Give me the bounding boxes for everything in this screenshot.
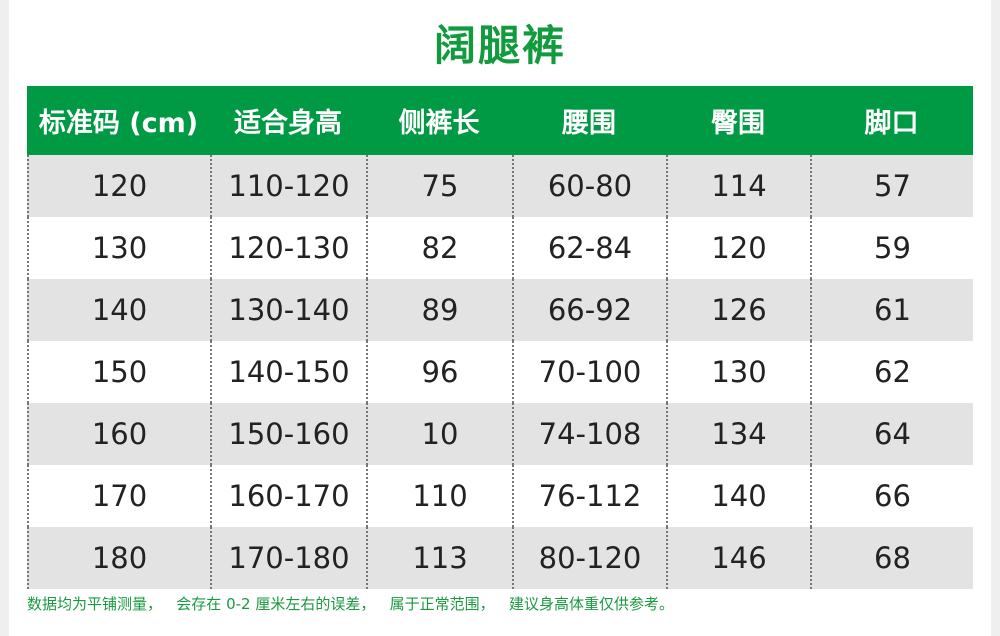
table-cell: 76-112	[512, 465, 666, 527]
table-cell: 140	[27, 279, 210, 341]
table-cell: 110-120	[210, 155, 366, 217]
table-cell: 75	[366, 155, 512, 217]
table-cell: 114	[666, 155, 810, 217]
table-cell: 10	[366, 403, 512, 465]
table-cell: 160	[27, 403, 210, 465]
column-header: 臀围	[711, 108, 765, 139]
table-cell: 130-140	[210, 279, 366, 341]
table-cell: 170-180	[210, 527, 366, 589]
table-row: 180 170-180 113 80-120 146 68	[27, 527, 973, 589]
table-cell: 96	[366, 341, 512, 403]
table-cell: 140	[666, 465, 810, 527]
table-cell: 89	[366, 279, 512, 341]
table-cell: 74-108	[512, 403, 666, 465]
table-cell: 66	[810, 465, 973, 527]
footnote: 数据均为平铺测量， 会存在 0-2 厘米左右的误差， 属于正常范围， 建议身高体…	[27, 595, 674, 613]
table-cell: 120	[666, 217, 810, 279]
table-row: 150 140-150 96 70-100 130 62	[27, 341, 973, 403]
table-cell: 82	[366, 217, 512, 279]
table-cell: 62-84	[512, 217, 666, 279]
table-cell: 59	[810, 217, 973, 279]
table-cell: 113	[366, 527, 512, 589]
table-body: 120 110-120 75 60-80 114 57 130 120-130 82 62-84 1…	[27, 155, 973, 589]
table-row: 130 120-130 82 62-84 120 59	[27, 217, 973, 279]
table-row: 120 110-120 75 60-80 114 57	[27, 155, 973, 217]
table-cell: 180	[27, 527, 210, 589]
table-cell: 110	[366, 465, 512, 527]
table-row: 160 150-160 10 74-108 134 64	[27, 403, 973, 465]
table-cell: 62	[810, 341, 973, 403]
table-cell: 57	[810, 155, 973, 217]
column-header: 脚口	[864, 108, 919, 139]
table-cell: 64	[810, 403, 973, 465]
table-cell: 120	[27, 155, 210, 217]
table-cell: 120-130	[210, 217, 366, 279]
column-header: 侧裤长	[398, 108, 480, 139]
page-title: 阔腿裤	[433, 21, 566, 70]
table-cell: 170	[27, 465, 210, 527]
table-cell: 130	[27, 217, 210, 279]
table-cell: 130	[666, 341, 810, 403]
table-cell: 80-120	[512, 527, 666, 589]
table-cell: 68	[810, 527, 973, 589]
column-header: 腰围	[562, 108, 616, 139]
size-table: 标准码 (cm) 适合身高 侧裤长 腰围 臀围 脚口 120 110-120 75 60-80 1…	[27, 86, 973, 589]
table-cell: 126	[666, 279, 810, 341]
table-cell: 146	[666, 527, 810, 589]
table-header: 标准码 (cm) 适合身高 侧裤长 腰围 臀围 脚口	[27, 86, 973, 155]
table-cell: 61	[810, 279, 973, 341]
table-cell: 134	[666, 403, 810, 465]
table-cell: 150	[27, 341, 210, 403]
table-cell: 66-92	[512, 279, 666, 341]
table-cell: 60-80	[512, 155, 666, 217]
table-cell: 70-100	[512, 341, 666, 403]
table-cell: 140-150	[210, 341, 366, 403]
table-cell: 160-170	[210, 465, 366, 527]
table-cell: 150-160	[210, 403, 366, 465]
table-row: 140 130-140 89 66-92 126 61	[27, 279, 973, 341]
table-row: 170 160-170 110 76-112 140 66	[27, 465, 973, 527]
column-header: 标准码 (cm)	[38, 108, 199, 139]
column-header: 适合身高	[234, 108, 342, 139]
